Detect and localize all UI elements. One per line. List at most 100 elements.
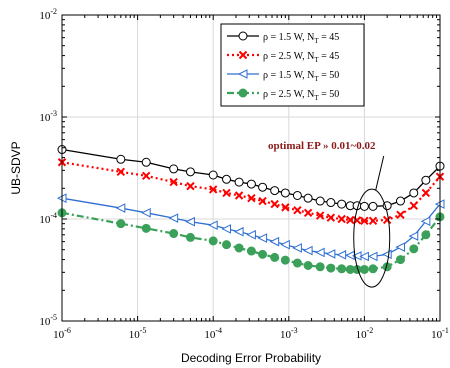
series-point-open-circle bbox=[208, 170, 218, 180]
series-point-filled-circle bbox=[280, 255, 290, 265]
series-point-cross bbox=[258, 196, 267, 206]
series-line bbox=[61, 211, 441, 271]
series-point-open-circle bbox=[382, 201, 392, 211]
series-point-open-circle bbox=[409, 188, 419, 198]
series-point-cross bbox=[396, 210, 405, 219]
series-point-triangle bbox=[185, 216, 195, 227]
series-point-cross bbox=[337, 214, 346, 224]
series-point-triangle bbox=[269, 236, 280, 247]
series-point-triangle bbox=[336, 250, 347, 260]
series-point-triangle bbox=[208, 220, 218, 230]
series-point-triangle bbox=[367, 251, 378, 262]
x-tick-label: 10-6 bbox=[53, 326, 71, 341]
series-1 bbox=[57, 145, 445, 211]
series-2 bbox=[57, 158, 445, 226]
series-point-cross bbox=[293, 205, 302, 215]
series-point-filled-circle bbox=[395, 255, 405, 265]
series-point-open-circle bbox=[337, 199, 347, 209]
series-point-open-circle bbox=[222, 174, 232, 184]
series-point-triangle bbox=[280, 239, 290, 250]
series-line bbox=[61, 161, 441, 222]
series-point-triangle bbox=[115, 203, 126, 213]
legend-item: ρ = 1.5 W, NT = 50 bbox=[227, 69, 339, 83]
series-point-filled-circle bbox=[258, 249, 268, 259]
legend-label: ρ = 2.5 W, NT = 50 bbox=[263, 89, 339, 102]
series-point-filled-circle bbox=[409, 244, 419, 254]
series-point-cross bbox=[208, 185, 218, 194]
ticks: 10-6 10-5 10-4 10-3 10-2 10-110-510-410-310-2 bbox=[39, 7, 449, 341]
series-point-filled-circle bbox=[292, 258, 302, 268]
y-tick-label: 10-4 bbox=[39, 211, 57, 226]
series-point-open-circle bbox=[185, 167, 195, 177]
series-point-cross bbox=[303, 208, 313, 218]
series-point-cross bbox=[247, 193, 256, 203]
series-point-filled-circle bbox=[234, 243, 244, 253]
series-point-filled-circle bbox=[337, 264, 347, 274]
y-tick-label: 10-3 bbox=[39, 109, 57, 124]
y-tick-label: 10-5 bbox=[39, 313, 57, 328]
series-point-triangle bbox=[325, 249, 336, 259]
series-point-cross bbox=[116, 167, 126, 177]
series-point-open-circle bbox=[116, 154, 126, 164]
series-point-cross bbox=[421, 188, 431, 198]
series-point-filled-circle bbox=[141, 223, 151, 233]
series-point-open-circle bbox=[238, 31, 248, 41]
series-point-filled-circle bbox=[116, 219, 126, 229]
legend-label: ρ = 1.5 W, NT = 50 bbox=[263, 70, 339, 83]
legend: ρ = 1.5 W, NT = 45 ρ = 2.5 W, NT = 45 ρ = … bbox=[220, 23, 365, 107]
annotation: optimal EP » 0.01~0.02 bbox=[268, 140, 391, 288]
series-point-open-circle bbox=[141, 157, 151, 167]
annotation-ellipse bbox=[353, 188, 391, 288]
series-point-open-circle bbox=[303, 193, 313, 203]
series-point-filled-circle bbox=[326, 263, 336, 273]
series-point-open-circle bbox=[258, 182, 268, 192]
series-point-filled-circle bbox=[303, 261, 313, 271]
x-tick-label: 10-4 bbox=[204, 326, 222, 341]
series-point-filled-circle bbox=[185, 232, 195, 242]
series-point-open-circle bbox=[280, 188, 290, 198]
series-point-triangle bbox=[141, 207, 151, 218]
series-point-open-circle bbox=[326, 198, 336, 208]
series-point-triangle bbox=[292, 243, 302, 253]
series-point-cross bbox=[281, 203, 290, 212]
series-point-filled-circle bbox=[246, 246, 256, 256]
series-layer bbox=[56, 145, 445, 274]
series-point-cross bbox=[234, 191, 244, 200]
series-point-open-circle bbox=[292, 190, 302, 200]
series-point-triangle bbox=[221, 224, 232, 234]
series-point-triangle bbox=[302, 245, 313, 256]
legend-label: ρ = 2.5 W, NT = 45 bbox=[263, 51, 339, 64]
series-point-triangle bbox=[257, 233, 268, 243]
series-point-filled-circle bbox=[270, 252, 280, 262]
series-point-open-circle bbox=[395, 196, 405, 206]
x-tick-label: 10-5 bbox=[129, 326, 147, 341]
series-point-open-circle bbox=[169, 164, 179, 174]
series-point-filled-circle bbox=[238, 88, 248, 98]
series-point-cross bbox=[409, 201, 418, 210]
annotation-arrow bbox=[375, 155, 385, 191]
legend-item: ρ = 2.5 W, NT = 50 bbox=[227, 88, 339, 102]
series-point-cross bbox=[368, 216, 378, 226]
series-point-filled-circle bbox=[222, 240, 232, 250]
x-tick-label: 10-2 bbox=[356, 326, 374, 341]
series-point-cross bbox=[346, 215, 355, 225]
series-point-cross bbox=[270, 199, 279, 209]
series-point-triangle bbox=[168, 213, 179, 223]
series-point-filled-circle bbox=[208, 236, 218, 246]
series-point-open-circle bbox=[315, 196, 325, 206]
series-point-cross bbox=[382, 215, 392, 225]
series-point-triangle bbox=[382, 249, 392, 260]
legend-item: ρ = 2.5 W, NT = 45 bbox=[227, 50, 339, 64]
series-point-filled-circle bbox=[169, 229, 179, 239]
series-point-triangle bbox=[395, 242, 405, 252]
series-point-filled-circle bbox=[421, 230, 431, 240]
series-point-open-circle bbox=[234, 177, 244, 187]
series-point-filled-circle bbox=[368, 264, 378, 274]
series-point-open-circle bbox=[246, 179, 256, 189]
series-point-triangle bbox=[233, 226, 244, 237]
series-point-cross bbox=[222, 188, 231, 198]
series-point-cross bbox=[315, 211, 325, 220]
y-axis-title: UB-SDVP bbox=[9, 141, 23, 194]
series-point-filled-circle bbox=[359, 264, 369, 274]
